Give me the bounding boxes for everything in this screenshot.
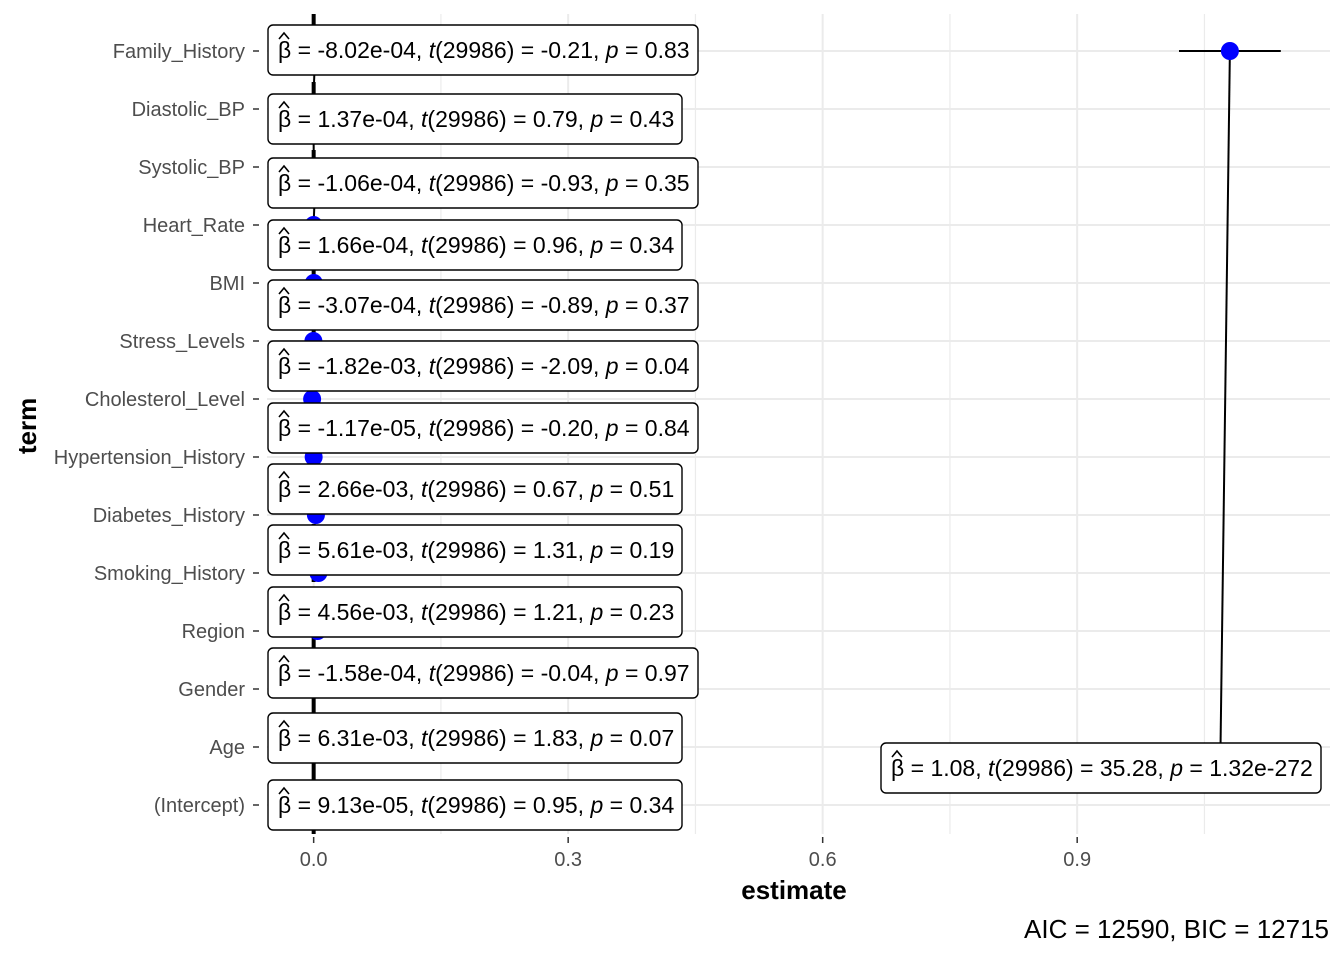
y-tick-label: Diabetes_History: [93, 505, 245, 527]
estimate-label-box: [267, 93, 683, 145]
estimate-label-box: [267, 279, 699, 331]
y-tick-label: Smoking_History: [94, 563, 245, 585]
beta-hat-mark: [278, 100, 290, 109]
estimate-label-text: β = 5.61e-03, t(29986) = 1.31, p = 0.19: [278, 537, 674, 563]
estimate-label-text: β = 1.37e-04, t(29986) = 0.79, p = 0.43: [278, 106, 674, 132]
beta-hat-mark: [278, 719, 290, 728]
estimate-label-text: β = 4.56e-03, t(29986) = 1.21, p = 0.23: [278, 599, 674, 625]
x-tick-label: 0.9: [1063, 849, 1091, 871]
estimate-label-text: β = 1.66e-04, t(29986) = 0.96, p = 0.34: [278, 232, 674, 258]
estimate-label-text: β = -1.17e-05, t(29986) = -0.20, p = 0.8…: [278, 415, 690, 441]
x-tick-label: 0.0: [300, 849, 328, 871]
beta-hat-mark: [891, 749, 903, 758]
estimate-label-box: [267, 712, 683, 764]
estimate-label-text: β = 9.13e-05, t(29986) = 0.95, p = 0.34: [278, 792, 674, 818]
estimate-label-box: [267, 524, 683, 576]
x-tick-label: 0.3: [554, 849, 582, 871]
beta-hat-mark: [278, 654, 290, 663]
estimate-label-box: [267, 340, 699, 392]
beta-hat-mark: [278, 226, 290, 235]
estimate-label-box: [267, 647, 699, 699]
y-tick-label: Cholesterol_Level: [85, 389, 245, 411]
y-tick-label: BMI: [209, 273, 245, 295]
estimate-label-text: β = -1.82e-03, t(29986) = -2.09, p = 0.0…: [278, 353, 690, 379]
y-axis-title: term: [12, 398, 42, 454]
estimate-label-box: [267, 463, 683, 515]
estimate-label-text: β = -8.02e-04, t(29986) = -0.21, p = 0.8…: [278, 37, 690, 63]
estimate-label-box: [267, 586, 683, 638]
beta-hat-mark: [278, 786, 290, 795]
y-tick-label: (Intercept): [154, 795, 245, 817]
estimate-label-box: [267, 402, 699, 454]
estimate-point: [1220, 42, 1239, 60]
estimate-label: β = 5.61e-03, t(29986) = 1.31, p = 0.19: [267, 524, 683, 576]
estimate-label-text: β = 2.66e-03, t(29986) = 0.67, p = 0.51: [278, 476, 674, 502]
x-tick-label: 0.6: [809, 849, 837, 871]
estimate-label-text: β = 6.31e-03, t(29986) = 1.83, p = 0.07: [278, 725, 674, 751]
beta-hat-mark: [278, 31, 290, 40]
y-tick-label: Region: [182, 621, 245, 643]
estimate-label-box: [267, 779, 683, 831]
estimate-label-box: [267, 24, 699, 76]
label-connector: [1218, 50, 1231, 794]
y-tick-label: Heart_Rate: [143, 215, 245, 237]
x-axis-title: estimate: [741, 875, 847, 905]
estimate-labels: β = 9.13e-05, t(29986) = 0.95, p = 0.34 β…: [267, 24, 1322, 831]
estimate-label: β = 9.13e-05, t(29986) = 0.95, p = 0.34: [267, 779, 683, 831]
estimate-label: β = 1.66e-04, t(29986) = 0.96, p = 0.34: [267, 219, 683, 271]
estimate-label: β = -1.17e-05, t(29986) = -0.20, p = 0.8…: [267, 402, 699, 454]
beta-hat-mark: [278, 286, 290, 295]
y-tick-label: Gender: [178, 679, 245, 701]
estimate-label-box: [267, 219, 683, 271]
y-tick-label: Hypertension_History: [54, 447, 245, 469]
estimate-label-box: [267, 157, 699, 209]
estimate-label-text: β = -1.06e-04, t(29986) = -0.93, p = 0.3…: [278, 170, 690, 196]
beta-hat-mark: [278, 593, 290, 602]
beta-hat-mark: [278, 409, 290, 418]
estimate-label: β = -1.82e-03, t(29986) = -2.09, p = 0.0…: [267, 340, 699, 392]
estimate-label: β = 2.66e-03, t(29986) = 0.67, p = 0.51: [267, 463, 683, 515]
y-tick-label: Age: [209, 737, 245, 759]
estimate-label: β = -1.06e-04, t(29986) = -0.93, p = 0.3…: [267, 157, 699, 209]
beta-hat-mark: [278, 347, 290, 356]
estimate-label: β = 1.08, t(29986) = 35.28, p = 1.32e-27…: [880, 742, 1322, 794]
model-fit-caption: AIC = 12590, BIC = 12715: [1024, 914, 1329, 944]
estimate-label: β = -1.58e-04, t(29986) = -0.04, p = 0.9…: [267, 647, 699, 699]
estimate-label: β = -8.02e-04, t(29986) = -0.21, p = 0.8…: [267, 24, 699, 76]
estimate-label: β = 1.37e-04, t(29986) = 0.79, p = 0.43: [267, 93, 683, 145]
estimate-label: β = -3.07e-04, t(29986) = -0.89, p = 0.3…: [267, 279, 699, 331]
y-tick-label: Stress_Levels: [119, 331, 245, 353]
y-tick-label: Systolic_BP: [138, 157, 245, 179]
beta-hat-mark: [278, 164, 290, 173]
estimate-label-text: β = -3.07e-04, t(29986) = -0.89, p = 0.3…: [278, 292, 690, 318]
estimate-label-text: β = 1.08, t(29986) = 35.28, p = 1.32e-27…: [891, 755, 1313, 781]
estimate-label: β = 6.31e-03, t(29986) = 1.83, p = 0.07: [267, 712, 683, 764]
y-tick-label: Family_History: [113, 41, 245, 63]
estimate-label-box: [880, 742, 1322, 794]
estimate-label: β = 4.56e-03, t(29986) = 1.21, p = 0.23: [267, 586, 683, 638]
estimate-label-text: β = -1.58e-04, t(29986) = -0.04, p = 0.9…: [278, 660, 690, 686]
beta-hat-mark: [278, 470, 290, 479]
y-axis-ticks: (Intercept) Age Gender Region Smoking_Histor…: [54, 41, 259, 817]
beta-hat-mark: [278, 531, 290, 540]
x-axis-ticks: 0.0 0.3 0.6 0.9: [300, 837, 1091, 871]
y-tick-label: Diastolic_BP: [132, 99, 245, 121]
